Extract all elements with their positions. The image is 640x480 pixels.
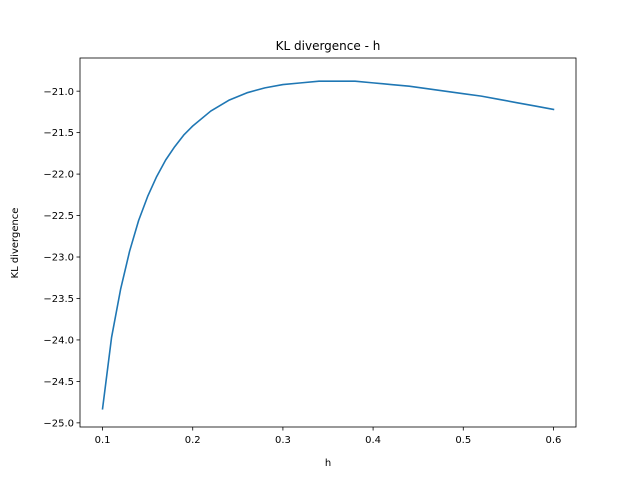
x-tick-label: 0.5 [455, 435, 471, 446]
x-tick-label: 0.2 [185, 435, 201, 446]
series-line-0 [101, 80, 555, 410]
x-axis: 0.1 0.2 0.3 0.4 0.5 0.6 [95, 427, 562, 446]
y-tick-label: −23.0 [43, 253, 74, 264]
y-tick-label: −24.0 [43, 336, 74, 347]
x-tick-label: 0.6 [546, 435, 562, 446]
x-tick-label: 0.1 [95, 435, 111, 446]
plot-area [101, 80, 555, 410]
x-axis-label: h [325, 458, 331, 469]
chart-title: KL divergence - h [276, 39, 381, 53]
y-axis: −25.0 −24.5 −24.0 −23.5 −23.0 −22.5 −22.0 −21.5… [43, 87, 80, 429]
y-tick-label: −23.5 [43, 294, 74, 305]
y-tick-label: −22.5 [43, 211, 74, 222]
y-tick-label: −21.0 [43, 87, 74, 98]
y-tick-label: −24.5 [43, 377, 74, 388]
x-tick-label: 0.4 [365, 435, 381, 446]
plot-frame [79, 57, 577, 428]
x-tick-label: 0.3 [275, 435, 291, 446]
y-tick-label: −25.0 [43, 418, 74, 429]
y-tick-label: −22.0 [43, 170, 74, 181]
y-tick-label: −21.5 [43, 128, 74, 139]
y-axis-label: KL divergence [10, 208, 21, 279]
